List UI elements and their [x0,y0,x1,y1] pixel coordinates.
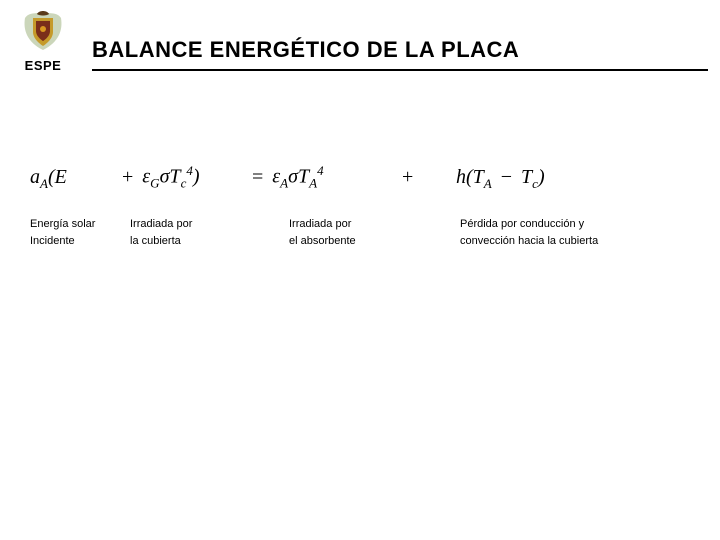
eq-sub: A [280,176,288,191]
eq-plus: + [118,166,137,188]
label-line: Irradiada por [130,216,192,234]
espe-shield-icon [19,8,67,52]
label-line: Irradiada por [289,216,356,234]
content-area: aA(E + εGσTc4) = εAσTA4 + h(TA − Tc) Ene… [0,73,720,276]
eq-text: a [30,166,40,188]
eq-term-incident: aA(E [30,166,118,192]
eq-text: ε [142,166,150,188]
label-line: convección hacia la cubierta [460,233,660,251]
eq-equals: = [248,166,267,188]
eq-term-conv-cond: h(TA − Tc) [456,166,545,192]
equation: aA(E + εGσTc4) = εAσTA4 + h(TA − Tc) [30,163,690,192]
eq-text: σT [160,166,181,188]
eq-term-cover-irrad: + εGσTc4) [118,163,248,192]
header: ESPE BALANCE ENERGÉTICO DE LA PLACA [0,0,720,73]
label-absorber-irrad: Irradiada por el absorbente [289,216,356,251]
label-line: Incidente [30,233,95,251]
page-title: BALANCE ENERGÉTICO DE LA PLACA [92,37,708,63]
logo-block: ESPE [12,8,74,73]
eq-plus: + [398,166,417,188]
eq-text: (E [48,166,67,188]
eq-text: T [521,166,532,188]
label-line: el absorbente [289,233,356,251]
eq-minus: − [497,166,516,188]
label-line: la cubierta [130,233,192,251]
label-conv-cond: Pérdida por conducción y convección haci… [460,216,660,251]
eq-text: ) [193,166,200,188]
eq-text: h(T [456,166,484,188]
eq-sub: G [150,176,159,191]
eq-text: σT [288,166,309,188]
eq-sub: A [40,176,48,191]
title-underline [92,69,708,71]
eq-sub: A [484,176,492,191]
eq-sub: A [309,176,317,191]
eq-term-absorber-irrad: = εAσTA4 [248,163,398,192]
eq-sup: 4 [317,163,324,178]
label-line: Energía solar [30,216,95,234]
eq-plus-separator: + [398,166,456,189]
equation-labels: Energía solar Incidente Irradiada por la… [30,216,690,276]
eq-text: ) [538,166,545,188]
label-line: Pérdida por conducción y [460,216,660,234]
label-incident: Energía solar Incidente [30,216,95,251]
eq-text: ε [272,166,280,188]
label-cover-irrad: Irradiada por la cubierta [130,216,192,251]
logo-label: ESPE [25,58,62,73]
title-block: BALANCE ENERGÉTICO DE LA PLACA [92,37,708,73]
